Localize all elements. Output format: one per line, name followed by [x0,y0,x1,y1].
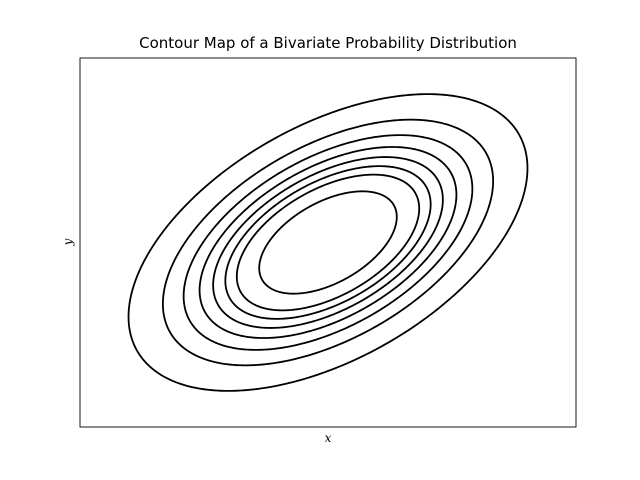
contour-line-level-7 [235,173,421,312]
contour-line-level-8 [258,190,398,295]
chart-title: Contour Map of a Bivariate Probability D… [139,34,517,52]
contour-line-level-4 [198,146,458,339]
contour-line-level-3 [182,134,474,351]
x-axis-label: x [325,431,332,445]
contour-line-level-5 [212,156,444,329]
plot-frame [79,57,577,428]
contour-line-level-6 [224,165,432,320]
contour-line-level-2 [161,118,495,367]
plot-area [80,58,576,427]
contour-lines [127,93,529,392]
y-axis-label: y [61,238,75,246]
contour-line-level-1 [127,93,529,392]
